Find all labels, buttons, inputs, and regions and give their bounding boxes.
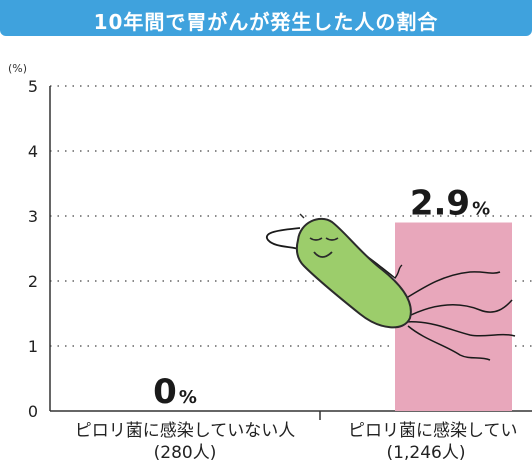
category-label-1-line1: ピロリ菌に感染していない人 [74, 421, 296, 441]
bar-2 [395, 222, 512, 411]
y-tick-label-4: 4 [28, 142, 38, 161]
chart-title: 10年間で胃がんが発生した人の割合 [93, 10, 439, 34]
category-label-1: ピロリ菌に感染していない人 (280人) [50, 420, 320, 464]
category-label-2: ピロリ菌に感染してい (1,246人) [320, 420, 532, 464]
y-tick-label-2: 2 [28, 272, 38, 291]
bacteria-illustration [265, 213, 516, 361]
y-tick-label-1: 1 [28, 337, 38, 356]
y-unit-label: (%) [8, 62, 27, 75]
y-tick-label-3: 3 [28, 207, 38, 226]
value-label-2: 2.9% [410, 184, 490, 224]
value-label-1-unit: % [179, 387, 197, 408]
value-label-2-number: 2.9 [410, 184, 470, 224]
category-label-1-line2: (280人) [153, 443, 217, 463]
value-labels: 0 %2.9% [153, 184, 490, 413]
chart-header: 10年間で胃がんが発生した人の割合 [0, 0, 532, 36]
y-tick-label-0: 0 [28, 402, 38, 421]
y-tick-label-5: 5 [28, 77, 38, 96]
y-tick-labels: 0 1 2 3 4 5 [28, 77, 38, 421]
category-label-2-line1: ピロリ菌に感染してい [348, 421, 518, 441]
category-label-2-line2: (1,246人) [386, 443, 466, 463]
bars [395, 222, 512, 411]
value-label-1: 0% [153, 372, 197, 412]
value-label-1-number: 0 [153, 372, 177, 412]
grid-lines [50, 85, 532, 347]
value-label-2-unit: % [472, 199, 490, 220]
